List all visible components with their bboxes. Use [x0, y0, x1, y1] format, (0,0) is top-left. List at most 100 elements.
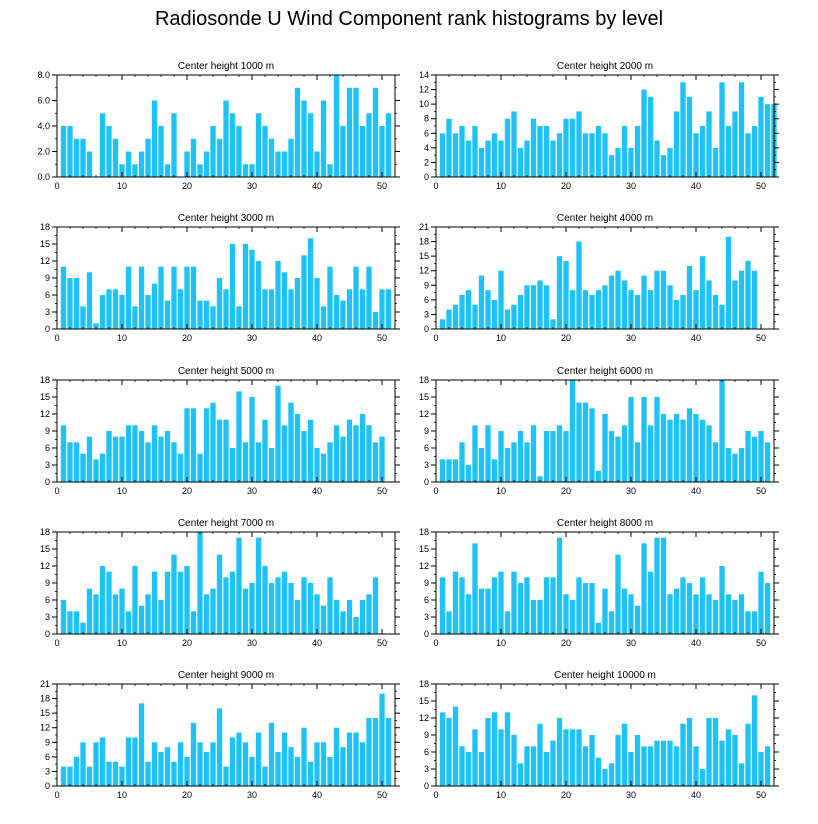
bar [275, 752, 281, 786]
y-tick-label: 15 [40, 239, 50, 249]
bar [249, 756, 255, 786]
bar [275, 577, 281, 634]
bar [576, 111, 582, 177]
bar [517, 763, 524, 786]
bar [608, 431, 615, 482]
bar [203, 408, 210, 482]
bar [99, 453, 106, 482]
bar [281, 732, 288, 786]
bar [576, 241, 582, 329]
bar [686, 265, 693, 329]
x-tick-label: 40 [691, 181, 701, 191]
panel-title: Center height 7000 m [178, 518, 274, 529]
y-tick-label: 9 [424, 280, 429, 290]
bar [353, 87, 359, 177]
y-tick-label: 9 [45, 578, 50, 588]
bar [145, 761, 151, 786]
bar [647, 96, 654, 177]
bar [485, 718, 491, 786]
y-tick-label: 18 [40, 222, 50, 232]
bar [203, 594, 210, 634]
bar [372, 577, 379, 634]
bar [764, 442, 771, 482]
bar [314, 151, 320, 177]
bar [478, 448, 485, 482]
bar [93, 742, 99, 786]
bar [628, 594, 634, 634]
y-tick-label: 12 [40, 561, 50, 571]
bar [73, 611, 80, 634]
bar [86, 766, 93, 786]
bar [498, 729, 504, 786]
bar [255, 442, 262, 482]
y-tick-label: 15 [419, 696, 429, 706]
bar [673, 111, 680, 177]
bar [268, 583, 275, 634]
bar [216, 138, 223, 177]
bar [385, 289, 392, 329]
bar [314, 594, 320, 634]
bar [556, 133, 563, 177]
bar [654, 140, 660, 177]
bar [158, 126, 164, 177]
bar [634, 295, 641, 329]
x-tick-label: 20 [182, 638, 192, 648]
bar [151, 425, 158, 482]
bar [491, 459, 498, 482]
x-tick-label: 30 [626, 486, 636, 496]
bar [485, 290, 491, 329]
bar [171, 113, 177, 177]
histogram-panel-4: Center height 4000 m 0 10 20 30 40 50 0 3 6 9 12 15 1… [419, 213, 779, 343]
bar [498, 140, 504, 177]
bar [751, 695, 758, 786]
x-tick-label: 10 [496, 486, 506, 496]
bar [439, 577, 446, 634]
bar [628, 290, 634, 329]
bar [359, 414, 366, 482]
bar [164, 747, 171, 786]
bar [372, 442, 379, 482]
bar [472, 304, 478, 329]
bar [93, 459, 99, 482]
bar [268, 448, 275, 482]
y-tick-label: 12 [40, 256, 50, 266]
bar [465, 140, 472, 177]
bar [530, 425, 537, 482]
bar [353, 617, 359, 634]
bar [556, 718, 563, 786]
bar [654, 270, 660, 329]
x-tick-label: 20 [182, 333, 192, 343]
x-tick-label: 20 [182, 790, 192, 800]
bar [452, 459, 459, 482]
bar [288, 402, 294, 482]
y-tick-label: 18 [419, 375, 429, 385]
x-tick-label: 20 [182, 486, 192, 496]
bar [359, 289, 366, 329]
bar [346, 419, 353, 482]
bar [758, 96, 764, 177]
bar [268, 289, 275, 329]
bar [327, 577, 333, 634]
bar [446, 718, 452, 786]
y-tick-label: 3 [424, 612, 429, 622]
x-tick-label: 20 [561, 181, 571, 191]
x-tick-label: 50 [756, 486, 766, 496]
bar [602, 285, 608, 329]
bar [229, 737, 236, 786]
bar [366, 113, 372, 177]
bar [517, 431, 524, 482]
bar [478, 147, 485, 177]
y-tick-label: 21 [419, 222, 429, 232]
bar [86, 588, 93, 634]
x-tick-label: 10 [496, 181, 506, 191]
bar [595, 757, 602, 786]
bar [346, 600, 353, 634]
histogram-panel-5: Center height 5000 m 0 10 20 30 40 50 0 3 6 9 12 15 1… [40, 366, 400, 496]
bar [138, 605, 145, 634]
bar [615, 554, 621, 634]
bar [73, 138, 80, 177]
x-tick-label: 0 [433, 790, 438, 800]
bar [171, 554, 177, 634]
bar [725, 448, 732, 482]
bar [242, 442, 249, 482]
